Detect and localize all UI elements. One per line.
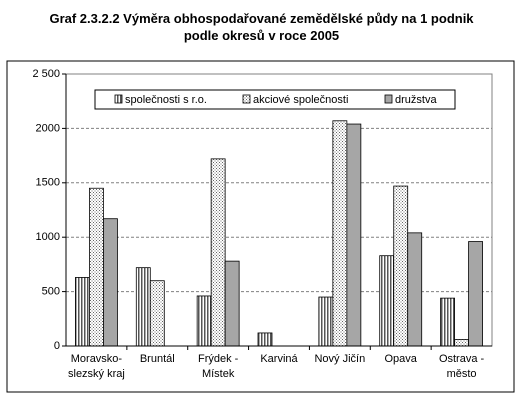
bar — [257, 332, 273, 347]
plot-area — [65, 73, 493, 347]
bar — [135, 267, 151, 347]
bar — [149, 280, 165, 347]
y-tick-label: 2000 — [36, 122, 60, 134]
y-tick-label: 500 — [42, 286, 60, 298]
bar — [332, 120, 348, 347]
bar — [224, 260, 240, 347]
bar — [393, 185, 409, 347]
bar — [210, 158, 226, 347]
y-tick-label: 2 500 — [32, 68, 60, 80]
x-tick-label: Moravsko- slezský kraj — [68, 353, 125, 380]
x-tick-label: Bruntál — [139, 353, 175, 365]
legend-swatch — [114, 94, 123, 104]
x-tick-label: Frýdek - Místek — [197, 353, 239, 380]
y-tick-label: 1000 — [36, 231, 60, 243]
chart-title: Graf 2.3.2.2 Výměra obhospodařované země… — [49, 11, 474, 43]
bar — [346, 123, 362, 347]
bar — [89, 187, 104, 347]
x-tick-label: Karviná — [260, 353, 298, 365]
y-tick-label: 1500 — [36, 177, 60, 189]
legend-label: družstva — [395, 94, 437, 106]
legend-swatch — [242, 94, 251, 104]
bar — [407, 232, 423, 347]
legend-label: akciové společnosti — [253, 94, 348, 106]
x-tick-label: Nový Jičín — [314, 353, 366, 365]
bar — [196, 295, 212, 347]
y-tick-label: 0 — [54, 340, 60, 352]
bar — [379, 255, 395, 347]
bar — [318, 296, 334, 347]
legend: společnosti s r.o. akciové společnosti dru… — [94, 89, 456, 110]
legend-box — [94, 89, 456, 110]
legend-label: společnosti s r.o. — [125, 94, 207, 106]
bar — [440, 297, 455, 347]
bar — [103, 218, 118, 347]
legend-swatch — [384, 94, 393, 104]
bar — [468, 241, 483, 347]
bar — [454, 339, 469, 347]
bar — [75, 277, 90, 347]
x-tick-label: Ostrava - město — [438, 353, 485, 380]
x-tick-label: Opava — [384, 353, 417, 365]
